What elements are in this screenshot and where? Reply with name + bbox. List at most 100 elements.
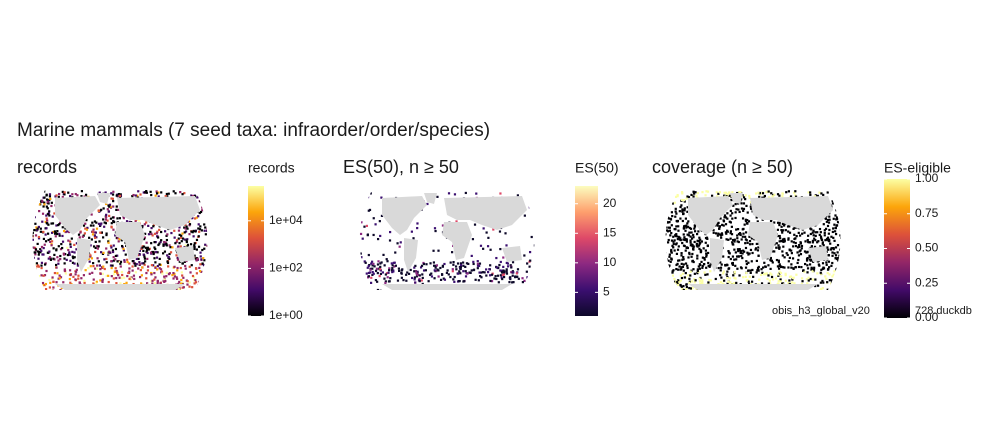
map-cell <box>811 270 814 273</box>
map-cell <box>456 262 460 265</box>
map-cell <box>101 280 104 284</box>
map-cell <box>184 267 187 270</box>
map-cell <box>144 260 147 263</box>
map-cell <box>824 239 827 242</box>
map-cell <box>74 273 77 276</box>
map-cell <box>59 254 62 258</box>
map-cell <box>681 219 684 223</box>
map-cell <box>436 268 439 271</box>
map-cell <box>126 260 129 264</box>
map-cell <box>472 268 475 272</box>
map-cell <box>189 243 193 246</box>
map-cell <box>57 259 60 262</box>
map-cell <box>765 191 768 194</box>
map-cell <box>416 222 419 225</box>
map-cell <box>716 234 719 237</box>
map-cell <box>138 275 142 279</box>
map-cell <box>394 251 397 254</box>
map-cell <box>501 277 504 281</box>
map-cell <box>727 251 731 254</box>
map-cell <box>740 267 743 270</box>
map-cell <box>834 232 838 236</box>
map-cell <box>809 227 812 230</box>
map-cell <box>480 271 483 274</box>
map-cell <box>742 202 746 205</box>
map-cell <box>194 281 198 284</box>
map-cell <box>123 276 126 279</box>
map-cell <box>161 272 164 275</box>
map-cell <box>731 238 735 242</box>
map-cell <box>687 220 690 223</box>
map-cell <box>726 264 729 267</box>
map-cell <box>112 200 115 203</box>
map-cell <box>180 234 183 237</box>
map-cell <box>413 270 416 273</box>
map-cell <box>137 219 141 222</box>
map-cell <box>729 214 732 217</box>
map-cell <box>68 253 71 256</box>
map-cell <box>193 244 196 247</box>
map-cell <box>826 268 830 271</box>
map-cell <box>788 282 791 286</box>
map-cell <box>159 268 163 271</box>
map-cell <box>80 277 83 280</box>
map-cell <box>703 257 706 260</box>
map-cell <box>485 274 488 277</box>
caption: obis_h3_global_v20 <box>772 305 870 317</box>
map-cell <box>685 288 688 290</box>
map-cell <box>788 231 792 234</box>
map-cell <box>784 272 787 275</box>
map-cell <box>703 263 706 266</box>
map-cell <box>690 231 693 234</box>
map-cell <box>803 270 806 273</box>
map-cell <box>430 272 433 275</box>
map-cell <box>827 248 830 251</box>
map-cell <box>71 250 74 253</box>
map-cell <box>800 282 804 285</box>
map-cell <box>685 197 688 200</box>
map-cell <box>472 262 475 266</box>
map-cell <box>165 192 168 196</box>
map-cell <box>722 270 726 273</box>
map-cell <box>102 265 105 268</box>
map-cell <box>749 271 752 274</box>
map-cell <box>686 210 689 213</box>
map-cell <box>95 221 98 224</box>
map-cell <box>149 251 153 254</box>
map-cell <box>181 286 184 289</box>
map-cell <box>49 257 52 260</box>
map-cell <box>688 226 691 230</box>
map-cell <box>205 229 208 232</box>
map-cell <box>775 246 778 249</box>
map-cell <box>173 229 176 232</box>
map-cell <box>776 265 780 268</box>
map-cell <box>515 275 519 278</box>
map-cell <box>736 237 739 240</box>
map-cell <box>671 270 674 273</box>
map-cell <box>415 272 418 275</box>
map-cell <box>687 274 690 277</box>
map-cell <box>34 222 37 225</box>
map-cell <box>778 221 781 225</box>
colorbar-label: 0.00 <box>915 310 939 324</box>
map-cell <box>667 226 670 229</box>
map-cell <box>160 230 163 234</box>
map-cell <box>471 238 475 241</box>
map-cell <box>164 230 167 233</box>
map-cell <box>51 277 54 280</box>
map-cell <box>432 249 435 252</box>
map-cell <box>150 232 153 235</box>
map-cell <box>688 280 691 283</box>
map-cell <box>784 229 787 232</box>
map-cell <box>516 268 520 271</box>
map-cell <box>193 195 197 198</box>
map-cell <box>114 254 118 258</box>
map-cell <box>89 254 92 257</box>
map-cell <box>41 281 45 285</box>
map-cell <box>476 260 479 263</box>
map-cell <box>780 240 783 243</box>
map-cell <box>685 246 688 249</box>
map-cell <box>505 268 508 271</box>
map-cell <box>75 242 78 245</box>
map-cell <box>790 249 793 252</box>
